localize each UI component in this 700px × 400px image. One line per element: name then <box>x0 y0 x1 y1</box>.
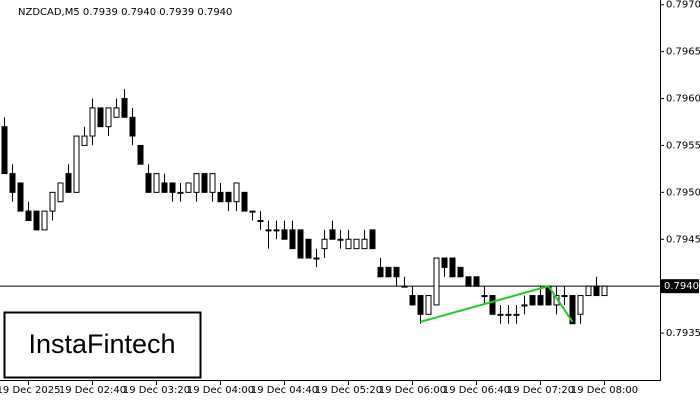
candle-body-down <box>409 295 416 306</box>
candle-body-down <box>241 191 248 212</box>
x-tick-label: 19 Dec 03:20 <box>123 385 190 396</box>
candle-body-up <box>337 238 344 241</box>
y-tick-label: 0.7950 <box>666 187 700 198</box>
candle-body-down <box>281 229 288 240</box>
candle-body-up <box>185 182 192 193</box>
candle-body-up <box>601 285 608 297</box>
candle-body-up <box>577 295 584 315</box>
candle-body-up <box>521 304 528 307</box>
candle-body-down <box>377 266 384 278</box>
candle-body-up <box>561 295 568 298</box>
candle-body-up <box>193 173 200 193</box>
candle-body-down <box>161 182 168 193</box>
candle-body-down <box>33 210 40 231</box>
candle-body-down <box>17 182 24 212</box>
x-tick-label: 19 Dec 07:20 <box>507 385 574 396</box>
candle-body-up <box>361 238 368 250</box>
candle-body-down <box>489 295 496 315</box>
candle-body-down <box>9 173 16 193</box>
candle-body-down <box>385 266 392 278</box>
y-tick-label: 0.7970 <box>666 0 700 11</box>
candle-body-up <box>73 135 80 193</box>
last-price-box <box>661 279 699 294</box>
candle-body-down <box>145 173 152 193</box>
pattern-line <box>420 285 574 323</box>
candle-body-up <box>433 257 440 306</box>
candle-body-down <box>121 98 128 118</box>
y-tick-label: 0.7965 <box>666 47 700 58</box>
candle-body-up <box>265 229 272 232</box>
y-tick-label: 0.7960 <box>666 94 700 105</box>
header: NZDCAD,M5 0.7939 0.7940 0.7939 0.7940 <box>18 7 232 18</box>
candle-body-up <box>105 107 112 128</box>
candle-body-up <box>505 313 512 316</box>
candle-body-up <box>585 285 592 297</box>
candle-body-up <box>345 238 352 250</box>
x-tick-label: 19 Dec 06:40 <box>443 385 510 396</box>
candle-body-up <box>481 295 488 298</box>
candle-body-down <box>201 173 208 193</box>
logo-box <box>3 311 202 379</box>
candle-body-up <box>313 257 320 260</box>
candle-body-up <box>321 238 328 250</box>
candle-body-up <box>41 210 48 231</box>
candle-body-down <box>97 107 104 128</box>
candle-body-up <box>249 210 256 213</box>
candle-body-down <box>369 229 376 250</box>
candle-body-down <box>137 144 144 165</box>
candle-body-down <box>569 295 576 325</box>
candle-body-down <box>305 238 312 259</box>
candle-body-up <box>425 295 432 315</box>
x-tick-label: 19 Dec 2025 <box>0 385 60 396</box>
candle-body-down <box>225 191 232 203</box>
candle-body-down <box>217 191 224 203</box>
last-price-label: 0.7940 <box>664 281 699 292</box>
candle-body-down <box>297 229 304 259</box>
candle-body-down <box>129 116 136 137</box>
candle-body-down <box>457 266 464 278</box>
candle-body-up <box>233 182 240 203</box>
candle-body-down <box>441 257 448 268</box>
candle-body-down <box>329 229 336 240</box>
logo: InstaFintech <box>28 329 175 359</box>
x-tick-label: 19 Dec 04:40 <box>251 385 318 396</box>
candle-body-down <box>65 173 72 193</box>
candle-body-down <box>465 276 472 287</box>
candle-body-up <box>113 107 120 118</box>
candle-body-up <box>273 229 280 232</box>
candle-body-up <box>49 191 56 212</box>
candle-body-down <box>1 126 8 175</box>
candle-body-down <box>537 295 544 306</box>
candle-body-up <box>89 107 96 137</box>
candle-body-down <box>289 229 296 250</box>
candle-body-down <box>417 295 424 315</box>
candle-body-up <box>57 182 64 203</box>
candle-body-up <box>81 135 88 146</box>
candle-body-down <box>473 276 480 287</box>
candle-body-up <box>513 313 520 316</box>
candle-body-up <box>497 313 504 316</box>
candle-body-up <box>401 285 408 288</box>
candle-body-down <box>169 182 176 193</box>
candle-body-down <box>593 285 600 297</box>
y-tick-label: 0.7955 <box>666 140 700 151</box>
candle-body-up <box>257 219 264 222</box>
x-tick-label: 19 Dec 02:40 <box>59 385 126 396</box>
x-tick-label: 19 Dec 05:20 <box>315 385 382 396</box>
x-tick-label: 19 Dec 08:00 <box>571 385 638 396</box>
x-tick-label: 19 Dec 06:00 <box>379 385 446 396</box>
candle-body-up <box>177 191 184 194</box>
candle-body-up <box>353 238 360 250</box>
candle-body-up <box>153 173 160 193</box>
x-tick-label: 19 Dec 04:00 <box>187 385 254 396</box>
y-tick-label: 0.7935 <box>666 328 700 339</box>
candle-body-up <box>209 173 216 193</box>
candle-body-down <box>449 257 456 278</box>
candle-body-down <box>529 295 536 306</box>
y-tick-label: 0.7945 <box>666 234 700 245</box>
candle-body-down <box>25 210 32 221</box>
candle-body-down <box>393 266 400 278</box>
